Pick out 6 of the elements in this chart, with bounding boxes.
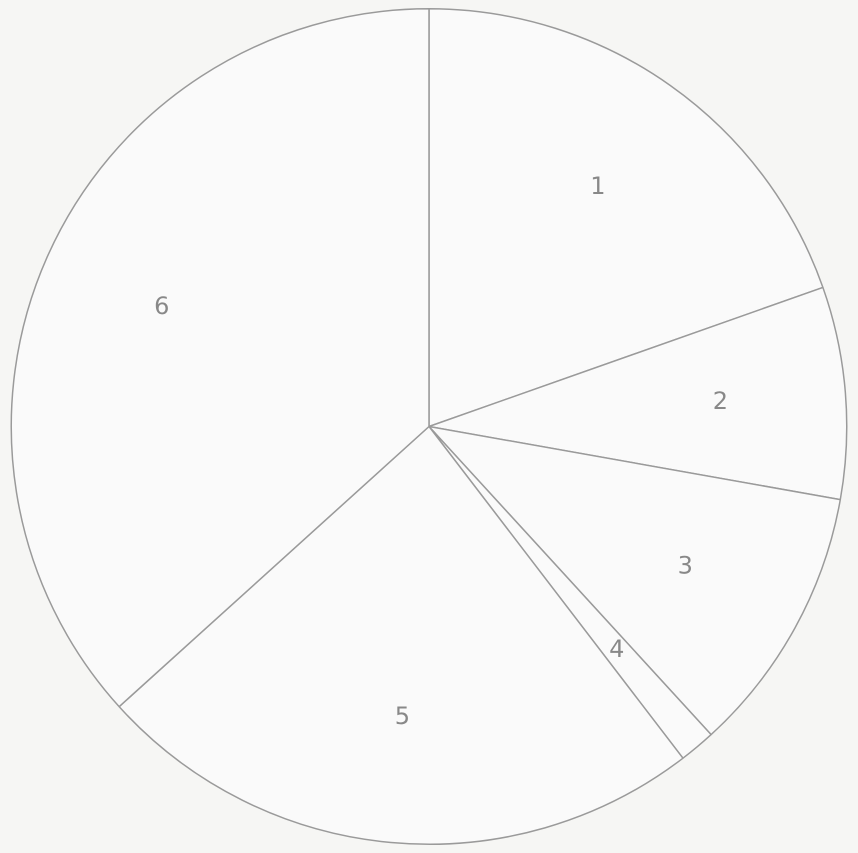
slice-label: 5 — [394, 702, 410, 730]
slice-label: 6 — [154, 292, 170, 320]
slice-label: 4 — [609, 634, 624, 663]
slice-label: 1 — [590, 172, 606, 200]
slice-label: 2 — [712, 386, 728, 415]
slice-label: 3 — [678, 552, 693, 580]
